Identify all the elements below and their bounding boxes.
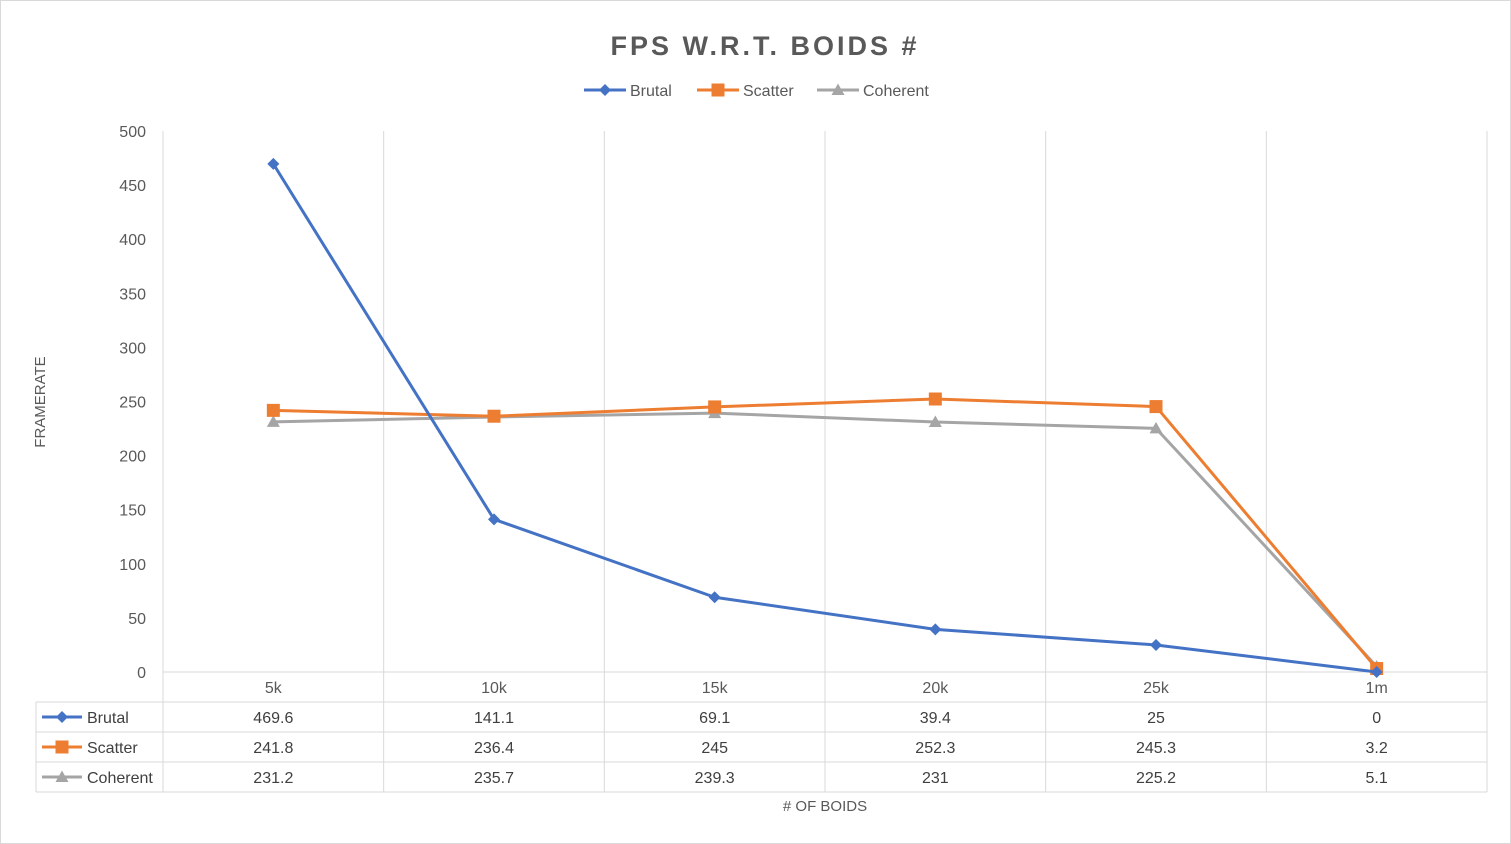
table-cell-value: 252.3 xyxy=(915,740,955,757)
legend-item: Brutal xyxy=(584,83,672,100)
legend-marker xyxy=(599,84,611,96)
data-point xyxy=(1149,400,1163,414)
y-tick-label: 200 xyxy=(119,449,146,466)
x-category-label: 20k xyxy=(922,680,949,697)
x-category-label: 1m xyxy=(1366,680,1388,697)
x-axis-title: # OF BOIDS xyxy=(783,798,867,815)
table-cell-value: 245 xyxy=(701,740,728,757)
table-cell-value: 225.2 xyxy=(1136,770,1176,787)
legend: Brutal Scatter Coherent xyxy=(584,83,929,100)
data-point xyxy=(266,403,280,417)
table-cell-value: 245.3 xyxy=(1136,740,1176,757)
series-line xyxy=(272,163,1377,674)
table-cell-value: 231.2 xyxy=(253,770,293,787)
table-series-label: Coherent xyxy=(87,770,153,787)
data-point xyxy=(929,623,942,636)
y-tick-label: 300 xyxy=(119,340,146,357)
table-legend-marker xyxy=(55,770,69,782)
table-cell-value: 469.6 xyxy=(253,710,293,727)
table-legend-key xyxy=(42,770,82,782)
legend-marker xyxy=(831,83,845,95)
legend-label: Scatter xyxy=(743,83,794,100)
y-tick-label: 450 xyxy=(119,178,146,195)
y-tick-label: 400 xyxy=(119,232,146,249)
data-point xyxy=(708,400,722,414)
table-cell-value: 235.7 xyxy=(474,770,514,787)
y-tick-label: 150 xyxy=(119,503,146,520)
table-cell-value: 0 xyxy=(1372,710,1381,727)
y-tick-label: 0 xyxy=(137,665,146,682)
table-legend-key xyxy=(42,711,82,723)
data-point xyxy=(1149,421,1163,434)
y-tick-label: 250 xyxy=(119,395,146,412)
data-point xyxy=(487,409,501,423)
series-line xyxy=(273,397,1378,670)
table-series-label: Brutal xyxy=(87,710,129,727)
table-legend-marker xyxy=(56,711,68,723)
data-point xyxy=(1370,666,1383,678)
y-axis-title: FRAMERATE xyxy=(32,356,49,447)
data-table: 5k 10k 15k 20k 25k 1m Brutal 469.6 141.1 69.1 39.4… xyxy=(35,671,1488,793)
chart-title: FPS W.R.T. BOIDS # xyxy=(610,31,919,61)
series-lines xyxy=(266,157,1384,678)
data-point xyxy=(266,415,280,427)
data-point xyxy=(928,392,942,406)
data-point xyxy=(928,415,942,428)
table-cell-value: 69.1 xyxy=(699,710,730,727)
legend-item: Coherent xyxy=(817,83,929,100)
y-tick-label: 50 xyxy=(128,611,146,628)
table-cell-value: 3.2 xyxy=(1366,740,1388,757)
data-point xyxy=(488,513,500,526)
table-cell-value: 25 xyxy=(1147,710,1165,727)
series-brutal xyxy=(267,157,1383,678)
x-category-label: 15k xyxy=(702,680,729,697)
table-series-label: Scatter xyxy=(87,740,138,757)
legend-label: Coherent xyxy=(863,83,929,100)
y-axis-ticks: 0 50 100 150 200 250 300 350 400 450 500 xyxy=(119,124,146,682)
table-cell-value: 241.8 xyxy=(253,740,293,757)
y-tick-label: 100 xyxy=(119,557,146,574)
series-line xyxy=(273,411,1378,668)
table-cell-value: 236.4 xyxy=(474,740,514,757)
data-point xyxy=(267,157,280,170)
table-legend-marker xyxy=(55,740,69,754)
table-cell-value: 5.1 xyxy=(1366,770,1388,787)
table-cell-value: 239.3 xyxy=(695,770,735,787)
data-point xyxy=(708,591,721,604)
table-cell-value: 231 xyxy=(922,770,949,787)
table-cell-value: 141.1 xyxy=(474,710,514,727)
table-legend-key xyxy=(42,740,82,754)
x-category-label: 5k xyxy=(265,680,283,697)
legend-label: Brutal xyxy=(630,83,672,100)
table-cell-value: 39.4 xyxy=(920,710,951,727)
legend-item: Scatter xyxy=(697,83,794,100)
x-category-label: 25k xyxy=(1143,680,1170,697)
x-category-label: 10k xyxy=(481,680,508,697)
y-tick-label: 500 xyxy=(119,124,146,141)
y-tick-label: 350 xyxy=(119,286,146,303)
legend-marker xyxy=(711,83,725,97)
data-point xyxy=(1150,638,1162,651)
